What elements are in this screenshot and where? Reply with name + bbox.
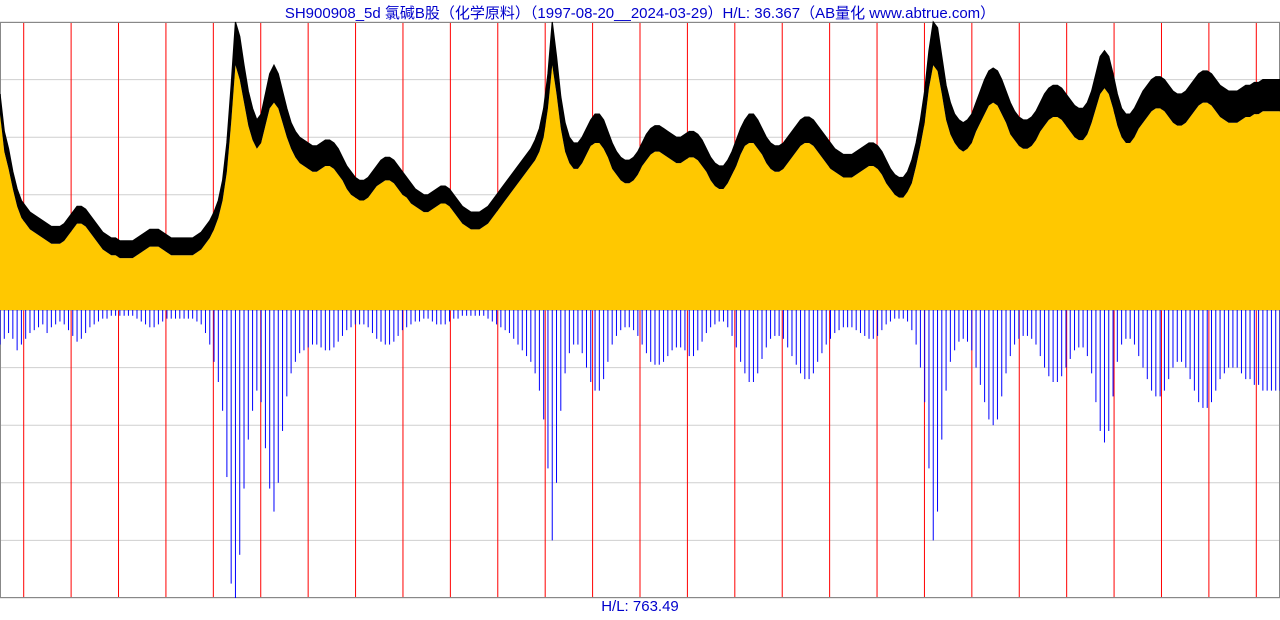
chart-canvas	[0, 0, 1280, 620]
stock-chart-root: SH900908_5d 氯碱B股（化学原料）（1997-08-20__2024-…	[0, 0, 1280, 620]
bottom-ratio-label: H/L: 763.49	[0, 598, 1280, 615]
